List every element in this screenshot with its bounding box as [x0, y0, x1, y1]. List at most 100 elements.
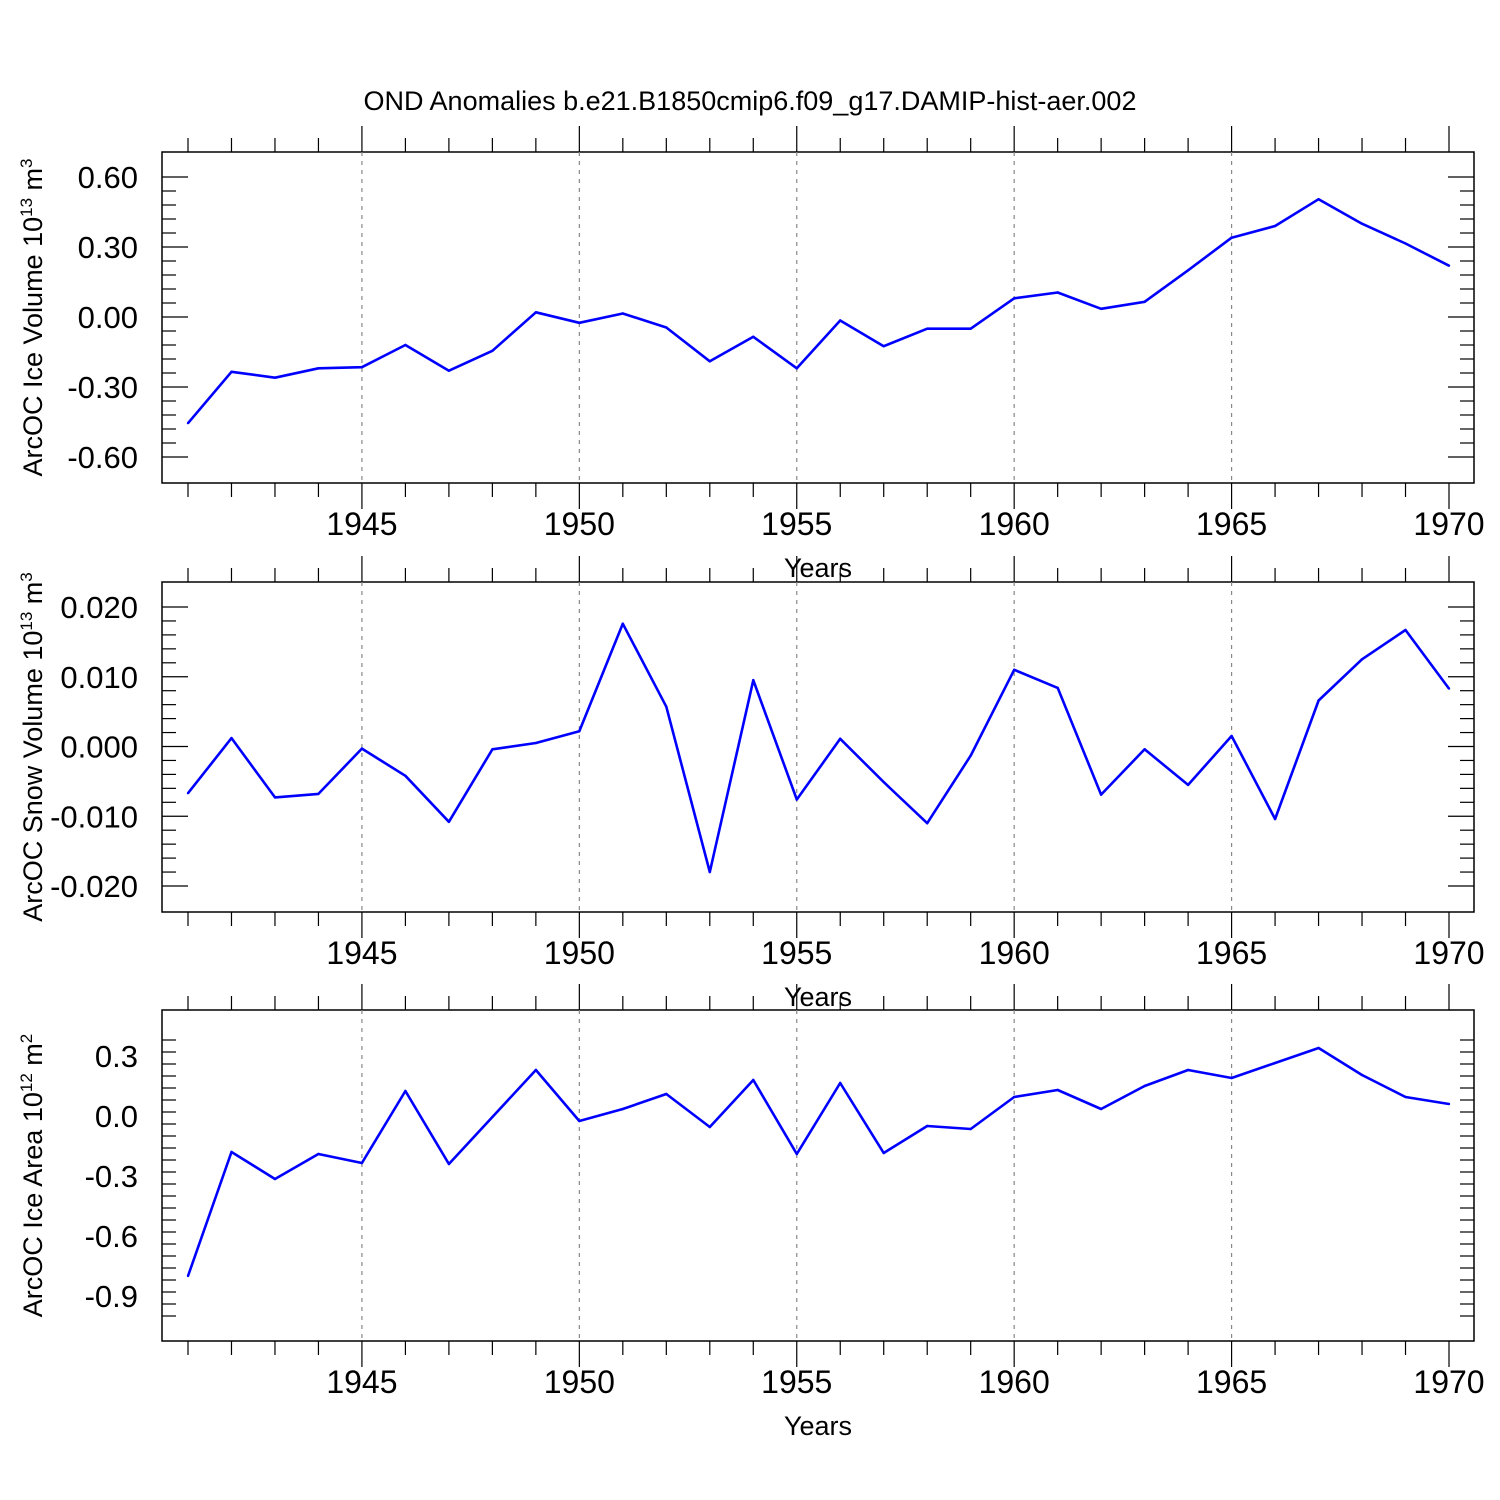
y-tick-label: 0.60 — [78, 160, 138, 195]
data-point — [404, 774, 407, 777]
y-axis-label: ArcOC Ice Volume 1013 m3 — [17, 158, 48, 476]
data-point — [1056, 291, 1059, 294]
y-tick-label: 0.30 — [78, 230, 138, 265]
data-point — [1360, 222, 1364, 225]
data-point — [752, 679, 755, 682]
data-point — [1317, 197, 1320, 201]
data-point — [1099, 307, 1103, 311]
y-tick-label: 0.020 — [60, 590, 138, 625]
y-axis-label-part: ArcOC Ice Volume 10 — [18, 217, 48, 477]
data-point — [839, 319, 842, 322]
data-point — [926, 1124, 929, 1128]
data-point — [1099, 793, 1103, 796]
data-point — [273, 796, 277, 799]
data-point — [1230, 1076, 1233, 1080]
data-point — [578, 321, 581, 325]
y-tick-label: 0.0 — [95, 1099, 138, 1134]
y-axis-label-superscript: 12 — [17, 1073, 36, 1092]
data-point — [1012, 668, 1016, 671]
x-tick-label: 1960 — [979, 506, 1050, 542]
data-point — [1056, 686, 1059, 690]
y-axis-label: ArcOC Snow Volume 1013 m3 — [17, 572, 48, 922]
data-point — [1273, 1061, 1277, 1065]
x-axis-label: Years — [784, 1411, 852, 1441]
data-point — [621, 1107, 625, 1111]
data-point — [926, 327, 929, 330]
data-point — [1317, 1046, 1320, 1050]
data-point — [1230, 734, 1233, 738]
data-point — [795, 367, 798, 370]
data-point — [273, 1177, 277, 1181]
y-axis-label-superscript: 13 — [17, 612, 36, 631]
data-point — [534, 311, 538, 314]
series-line — [186, 622, 1451, 874]
data-point — [1273, 817, 1277, 821]
x-axis-label: Years — [784, 982, 852, 1012]
data-point — [839, 737, 842, 741]
data-point — [839, 1081, 842, 1085]
panel-3: -0.9 -0.6 -0.3 0.0 0.3 1945 1950 1955 1960 1965 19… — [17, 984, 1485, 1441]
x-tick-label: 1960 — [979, 1364, 1050, 1400]
y-axis-label-part: m — [18, 168, 48, 198]
y-axis-label-part: ArcOC Snow Volume 10 — [18, 631, 48, 922]
data-point — [534, 1068, 538, 1072]
panel-1: -0.60 -0.30 0.00 0.30 0.60 1945 1950 1955 1960 19… — [17, 126, 1485, 583]
chart-panels: -0.60 -0.30 0.00 0.30 0.60 1945 1950 1955 1960 19… — [17, 126, 1485, 1441]
data-point — [882, 1151, 885, 1155]
y-tick-label: -0.60 — [67, 440, 138, 475]
data-point — [882, 780, 885, 784]
data-point — [708, 1125, 711, 1129]
data-point — [969, 327, 972, 330]
data-point — [447, 820, 451, 824]
data-point — [1012, 297, 1016, 300]
data-point — [1186, 783, 1190, 787]
data-point — [882, 344, 885, 348]
data-point — [360, 365, 364, 369]
y-tick-label: -0.3 — [85, 1159, 138, 1194]
y-tick-label: 0.00 — [78, 300, 138, 335]
data-point — [926, 822, 929, 825]
data-point — [1012, 1095, 1016, 1099]
x-axis-label: Years — [784, 553, 852, 583]
data-point — [752, 335, 755, 339]
y-axis-label-part: m — [18, 1043, 48, 1073]
x-tick-label: 1945 — [326, 506, 397, 542]
data-point — [447, 1162, 451, 1166]
x-tick-label: 1945 — [326, 935, 397, 971]
data-point — [491, 748, 494, 751]
data-point — [1447, 1102, 1451, 1106]
x-tick-label: 1955 — [761, 1364, 832, 1400]
x-tick-label: 1955 — [761, 506, 832, 542]
data-point — [1360, 1073, 1364, 1077]
data-point — [491, 1115, 494, 1119]
data-point — [1143, 300, 1146, 304]
data-point — [708, 870, 711, 874]
x-tick-label: 1965 — [1196, 935, 1267, 971]
data-point — [360, 1161, 364, 1165]
x-tick-label: 1970 — [1413, 935, 1484, 971]
plot-frame — [161, 1009, 1475, 1342]
y-axis-label-part: m — [18, 582, 48, 612]
plot-frame — [161, 581, 1475, 913]
y-tick-label: 0.000 — [60, 730, 138, 765]
data-point — [186, 1274, 190, 1278]
x-tick-label: 1950 — [544, 506, 615, 542]
y-tick-label: -0.30 — [67, 370, 138, 405]
y-tick-label: -0.020 — [50, 869, 138, 904]
data-point — [1447, 264, 1451, 267]
data-point — [621, 312, 625, 315]
y-axis-label-superscript: 3 — [17, 572, 36, 581]
data-point — [1143, 748, 1146, 751]
data-point — [665, 326, 668, 329]
data-point — [317, 792, 320, 796]
data-point — [969, 1127, 972, 1131]
data-point — [665, 1092, 668, 1096]
x-tick-label: 1970 — [1413, 506, 1484, 542]
data-point — [1404, 628, 1407, 632]
data-point — [186, 421, 190, 425]
data-point — [230, 736, 233, 740]
data-point — [969, 754, 972, 757]
data-point — [273, 376, 277, 379]
data-point — [230, 370, 233, 374]
